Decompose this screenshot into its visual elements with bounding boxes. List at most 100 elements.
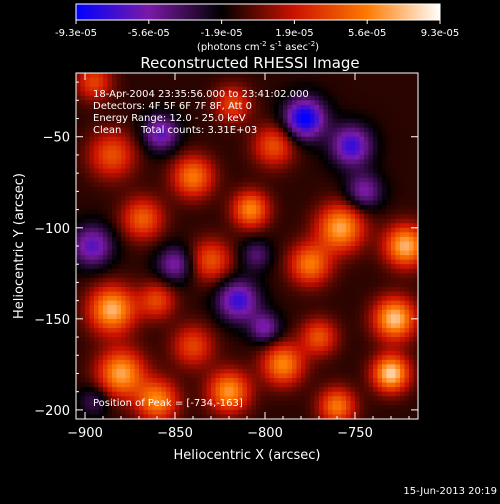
heatmap-cell — [135, 205, 140, 210]
heatmap-cell — [274, 73, 279, 78]
heatmap-cell — [157, 369, 162, 374]
heatmap-cell — [283, 346, 288, 351]
heatmap-cell — [288, 287, 293, 292]
heatmap-cell — [90, 410, 95, 415]
heatmap-cell — [288, 405, 293, 410]
heatmap-cell — [310, 255, 315, 260]
heatmap-cell — [139, 146, 144, 151]
heatmap-cell — [216, 392, 221, 397]
heatmap-cell — [81, 364, 86, 369]
heatmap-cell — [283, 150, 288, 155]
heatmap-cell — [306, 342, 311, 347]
heatmap-cell — [328, 296, 333, 301]
heatmap-cell — [328, 214, 333, 219]
heatmap-cell — [202, 191, 207, 196]
heatmap-cell — [121, 392, 126, 397]
heatmap-cell — [85, 246, 90, 251]
heatmap-cell — [315, 210, 320, 215]
heatmap-cell — [355, 73, 360, 78]
heatmap-cell — [274, 114, 279, 119]
heatmap-cell — [360, 232, 365, 237]
heatmap-cell — [234, 160, 239, 165]
heatmap-cell — [292, 128, 297, 133]
heatmap-cell — [148, 246, 153, 251]
heatmap-cell — [135, 333, 140, 338]
heatmap-cell — [193, 150, 198, 155]
heatmap-cell — [180, 78, 185, 83]
heatmap-cell — [117, 319, 122, 324]
heatmap-cell — [310, 155, 315, 160]
heatmap-cell — [279, 232, 284, 237]
heatmap-cell — [355, 246, 360, 251]
heatmap-cell — [319, 355, 324, 360]
heatmap-cell — [265, 310, 270, 315]
heatmap-cell — [108, 228, 113, 233]
heatmap-cell — [355, 269, 360, 274]
heatmap-cell — [108, 355, 113, 360]
heatmap-cell — [198, 223, 203, 228]
heatmap-cell — [333, 278, 338, 283]
heatmap-cell — [297, 273, 302, 278]
heatmap-cell — [364, 241, 369, 246]
heatmap-cell — [130, 264, 135, 269]
heatmap-cell — [283, 196, 288, 201]
heatmap-cell — [351, 119, 356, 124]
heatmap-cell — [252, 241, 257, 246]
heatmap-cell — [85, 269, 90, 274]
heatmap-cell — [112, 328, 117, 333]
heatmap-cell — [328, 87, 333, 92]
heatmap-cell — [238, 237, 243, 242]
heatmap-cell — [135, 82, 140, 87]
heatmap-cell — [360, 237, 365, 242]
heatmap-cell — [342, 351, 347, 356]
heatmap-cell — [85, 228, 90, 233]
heatmap-cell — [351, 91, 356, 96]
heatmap-cell — [234, 296, 239, 301]
heatmap-cell — [292, 187, 297, 192]
heatmap-cell — [261, 241, 266, 246]
heatmap-cell — [175, 223, 180, 228]
heatmap-cell — [139, 205, 144, 210]
heatmap-cell — [346, 410, 351, 415]
heatmap-cell — [328, 373, 333, 378]
heatmap-cell — [319, 100, 324, 105]
heatmap-cell — [238, 160, 243, 165]
heatmap-cell — [306, 196, 311, 201]
heatmap-cell — [184, 369, 189, 374]
heatmap-cell — [274, 401, 279, 406]
heatmap-cell — [135, 255, 140, 260]
heatmap-cell — [297, 305, 302, 310]
heatmap-cell — [292, 287, 297, 292]
heatmap-cell — [189, 178, 194, 183]
heatmap-cell — [229, 305, 234, 310]
heatmap-cell — [351, 146, 356, 151]
heatmap-cell — [328, 301, 333, 306]
heatmap-cell — [225, 392, 230, 397]
heatmap-cell — [207, 246, 212, 251]
heatmap-cell — [292, 73, 297, 78]
heatmap-cell — [346, 246, 351, 251]
heatmap-cell — [90, 251, 95, 256]
heatmap-cell — [112, 164, 117, 169]
heatmap-cell — [306, 146, 311, 151]
heatmap-cell — [157, 328, 162, 333]
heatmap-cell — [297, 241, 302, 246]
heatmap-cell — [202, 355, 207, 360]
heatmap-cell — [265, 160, 270, 165]
heatmap-cell — [162, 373, 167, 378]
heatmap-cell — [81, 160, 86, 165]
heatmap-cell — [148, 73, 153, 78]
heatmap-cell — [297, 260, 302, 265]
heatmap-cell — [369, 141, 374, 146]
heatmap-cell — [216, 337, 221, 342]
heatmap-cell — [364, 387, 369, 392]
heatmap-cell — [364, 328, 369, 333]
heatmap-cell — [306, 205, 311, 210]
heatmap-cell — [126, 323, 131, 328]
heatmap-cell — [175, 378, 180, 383]
heatmap-cell — [85, 205, 90, 210]
heatmap-cell — [243, 73, 248, 78]
heatmap-cell — [121, 296, 126, 301]
heatmap-cell — [292, 210, 297, 215]
heatmap-cell — [301, 273, 306, 278]
